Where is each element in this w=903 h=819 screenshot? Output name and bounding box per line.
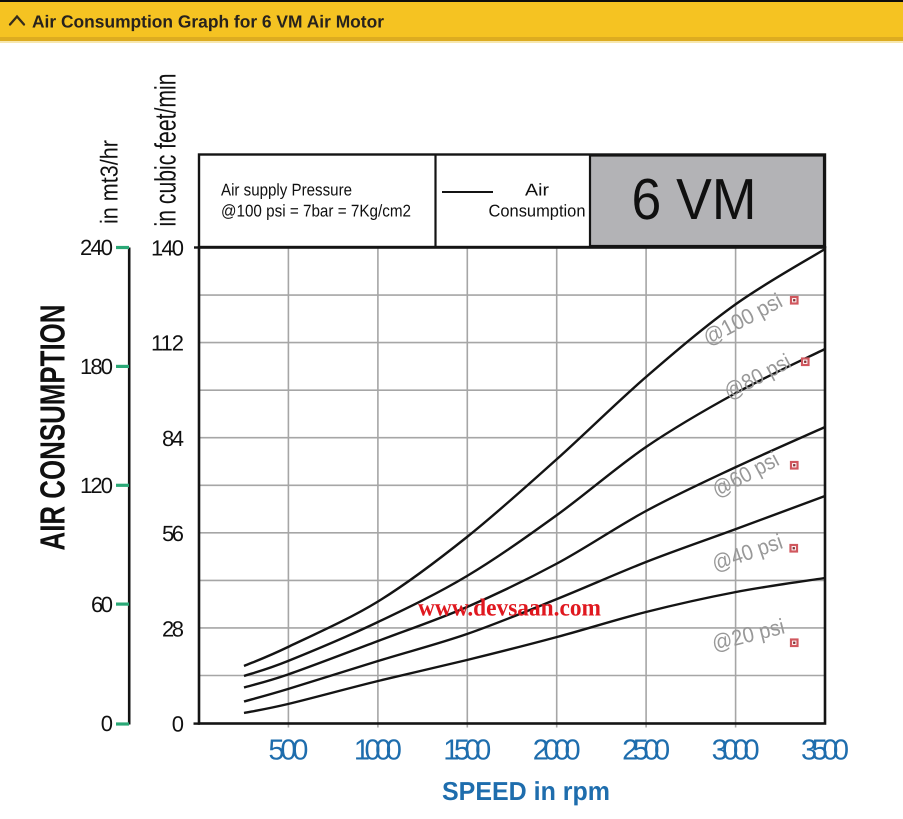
svg-text:240: 240 (80, 235, 113, 260)
svg-text:1000: 1000 (354, 735, 402, 767)
svg-text:0: 0 (101, 711, 113, 736)
svg-text:@80 psi: @80 psi (720, 349, 795, 405)
svg-text:140: 140 (151, 236, 184, 261)
svg-text:2000: 2000 (533, 735, 581, 767)
svg-text:@100 psi: @100 psi (699, 288, 787, 350)
svg-text:Air: Air (525, 181, 549, 200)
svg-text:112: 112 (151, 331, 184, 356)
svg-text:Air Consumption Graph for 6 VM: Air Consumption Graph for 6 VM Air Motor (32, 12, 384, 32)
svg-text:120: 120 (80, 473, 113, 498)
svg-text:Consumption: Consumption (489, 202, 586, 221)
svg-text:in mt3/hr: in mt3/hr (97, 140, 124, 224)
svg-text:6 VM: 6 VM (632, 167, 757, 232)
svg-text:Air supply Pressure: Air supply Pressure (221, 181, 352, 200)
svg-text:1500: 1500 (443, 735, 491, 767)
svg-text:3500: 3500 (801, 735, 849, 767)
svg-text:180: 180 (80, 354, 113, 379)
svg-text:0: 0 (172, 712, 184, 737)
svg-text:@20 psi: @20 psi (709, 614, 787, 656)
svg-text:@60 psi: @60 psi (708, 447, 783, 503)
svg-text:500: 500 (268, 735, 308, 767)
svg-text:@100 psi = 7bar = 7Kg/cm2: @100 psi = 7bar = 7Kg/cm2 (221, 202, 411, 221)
svg-text:3000: 3000 (712, 735, 760, 767)
svg-text:84: 84 (162, 426, 184, 451)
svg-text:in cubic feet/min: in cubic feet/min (150, 74, 183, 227)
svg-text:www.devsaan.com: www.devsaan.com (418, 595, 601, 622)
svg-text:SPEED in rpm: SPEED in rpm (442, 776, 610, 806)
svg-text:56: 56 (162, 521, 184, 546)
svg-text:AIR CONSUMPTION: AIR CONSUMPTION (34, 305, 73, 551)
svg-text:2500: 2500 (622, 735, 670, 767)
svg-text:60: 60 (91, 592, 113, 617)
svg-text:28: 28 (162, 617, 184, 642)
